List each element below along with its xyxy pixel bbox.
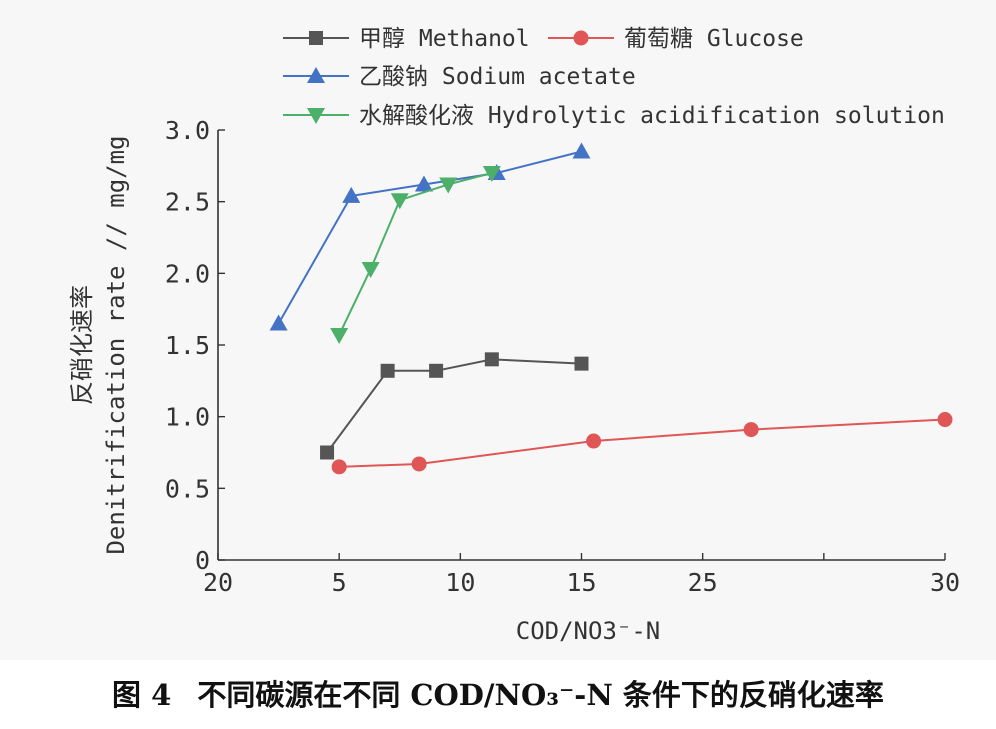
- caption-text: 不同碳源在不同 COD/NO₃⁻-N 条件下的反硝化速率: [197, 678, 884, 712]
- y-tick-label: 2.5: [165, 188, 210, 217]
- data-point: [482, 166, 501, 182]
- series-3: [330, 166, 501, 344]
- data-point: [439, 177, 458, 194]
- legend-swatch-marker: [307, 67, 325, 83]
- series: [269, 142, 953, 475]
- ticks: 20 5 10 15 25 30 0 0.5 1.0 1.5 2.0 2.5 3.0: [165, 116, 960, 597]
- data-point: [269, 314, 288, 331]
- x-axis-title: COD/NO3⁻-N: [516, 617, 661, 645]
- legend: 甲醇 Methanol 葡萄糖 Glucose 乙酸钠 Sodium acetate…: [283, 26, 945, 129]
- data-point: [937, 412, 953, 428]
- y-tick-label: 2.0: [165, 259, 210, 288]
- data-point: [361, 262, 380, 279]
- legend-label: 葡萄糖 Glucose: [624, 26, 804, 52]
- data-point: [414, 175, 433, 192]
- y-axis-title-en: Denitrification rate // mg/mg: [102, 135, 130, 554]
- figure-number: 图 4: [112, 678, 172, 712]
- data-point: [743, 422, 759, 438]
- series-line: [339, 418, 946, 468]
- legend-label: 乙酸钠 Sodium acetate: [359, 64, 636, 90]
- legend-item: 乙酸钠 Sodium acetate: [283, 64, 636, 90]
- data-point: [586, 433, 602, 449]
- x-tick-label: 15: [566, 568, 596, 597]
- legend-swatch-marker: [573, 30, 589, 46]
- data-point: [484, 352, 499, 367]
- data-point: [320, 445, 335, 460]
- y-axis-title-cn: 反硝化速率: [68, 285, 96, 405]
- data-point: [331, 459, 347, 475]
- legend-swatch-marker: [309, 31, 323, 45]
- axes: [217, 130, 945, 561]
- legend-item: 水解酸化液 Hydrolytic acidification solution: [283, 103, 945, 129]
- data-point: [574, 356, 589, 371]
- y-tick-label: 3.0: [165, 116, 210, 145]
- legend-swatch-marker: [307, 108, 325, 124]
- series-line: [326, 358, 582, 454]
- x-tick-label: 25: [688, 568, 718, 597]
- figure-caption: 图 4 不同碳源在不同 COD/NO₃⁻-N 条件下的反硝化速率: [0, 672, 996, 714]
- data-point: [572, 142, 591, 159]
- data-point: [429, 363, 444, 378]
- denitrification-rate-chart: 20 5 10 15 25 30 0 0.5 1.0 1.5 2.0 2.5 3.0 甲醇 Methan…: [68, 26, 960, 645]
- y-tick-label: 0: [195, 546, 210, 575]
- y-tick-label: 1.0: [165, 403, 210, 432]
- y-axis-title: 反硝化速率 Denitrification rate // mg/mg: [68, 135, 130, 554]
- data-point: [342, 186, 361, 203]
- legend-item: 甲醇 Methanol: [283, 26, 530, 52]
- series-0: [320, 352, 589, 460]
- data-point: [330, 327, 349, 344]
- series-1: [331, 412, 953, 475]
- x-tick-label: 10: [445, 568, 475, 597]
- legend-label: 水解酸化液 Hydrolytic acidification solution: [359, 103, 945, 129]
- y-tick-label: 0.5: [165, 474, 210, 503]
- x-tick-label: 30: [930, 568, 960, 597]
- legend-label: 甲醇 Methanol: [359, 26, 530, 52]
- data-point: [411, 456, 427, 472]
- legend-item: 葡萄糖 Glucose: [548, 26, 804, 52]
- data-point: [390, 193, 409, 210]
- series-line: [277, 150, 582, 324]
- x-tick-label: 5: [332, 568, 347, 597]
- data-point: [380, 363, 395, 378]
- series-line: [338, 172, 493, 336]
- series-2: [269, 142, 591, 331]
- x-tick-label: 20: [203, 568, 233, 597]
- y-tick-label: 1.5: [165, 331, 210, 360]
- plot-area: 20 5 10 15 25 30 0 0.5 1.0 1.5 2.0 2.5 3.0 甲醇 Methan…: [68, 26, 961, 645]
